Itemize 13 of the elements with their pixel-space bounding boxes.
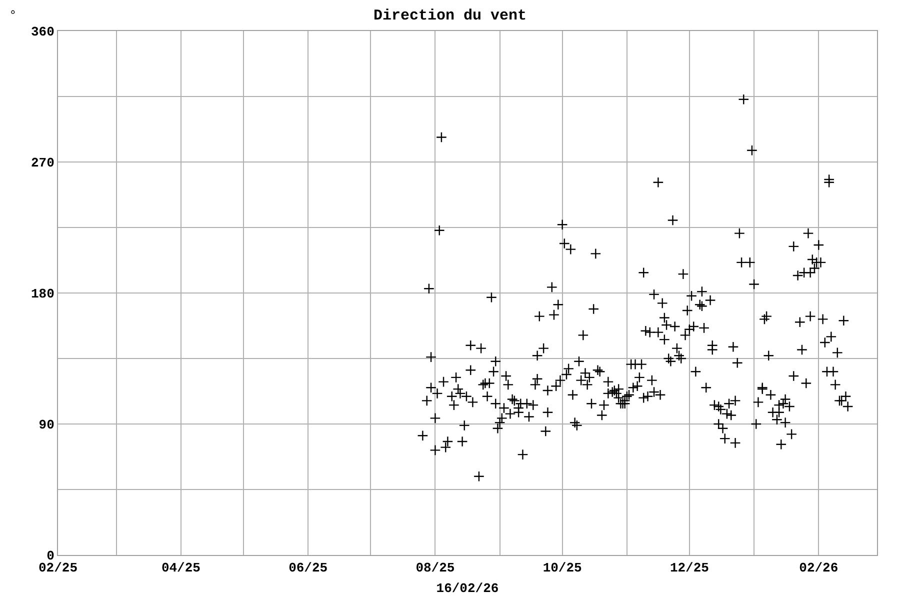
x-tick-label: 04/25 <box>161 560 201 576</box>
y-tick-label: 360 <box>30 24 55 40</box>
y-tick-label: 90 <box>38 418 55 433</box>
y-tick-label: 270 <box>30 156 55 171</box>
chart-title: Direction du vent <box>373 8 527 24</box>
y-tick-label: 180 <box>30 286 55 302</box>
x-tick-label: 02/26 <box>799 560 838 576</box>
x-tick-label: 08/25 <box>416 560 455 576</box>
y-axis-title: ° <box>9 8 17 23</box>
x-tick-label: 10/25 <box>542 560 582 576</box>
x-axis-title: 16/02/26 <box>436 581 499 596</box>
x-tick-label: 12/25 <box>670 560 710 576</box>
x-tick-label: 06/25 <box>288 560 328 576</box>
